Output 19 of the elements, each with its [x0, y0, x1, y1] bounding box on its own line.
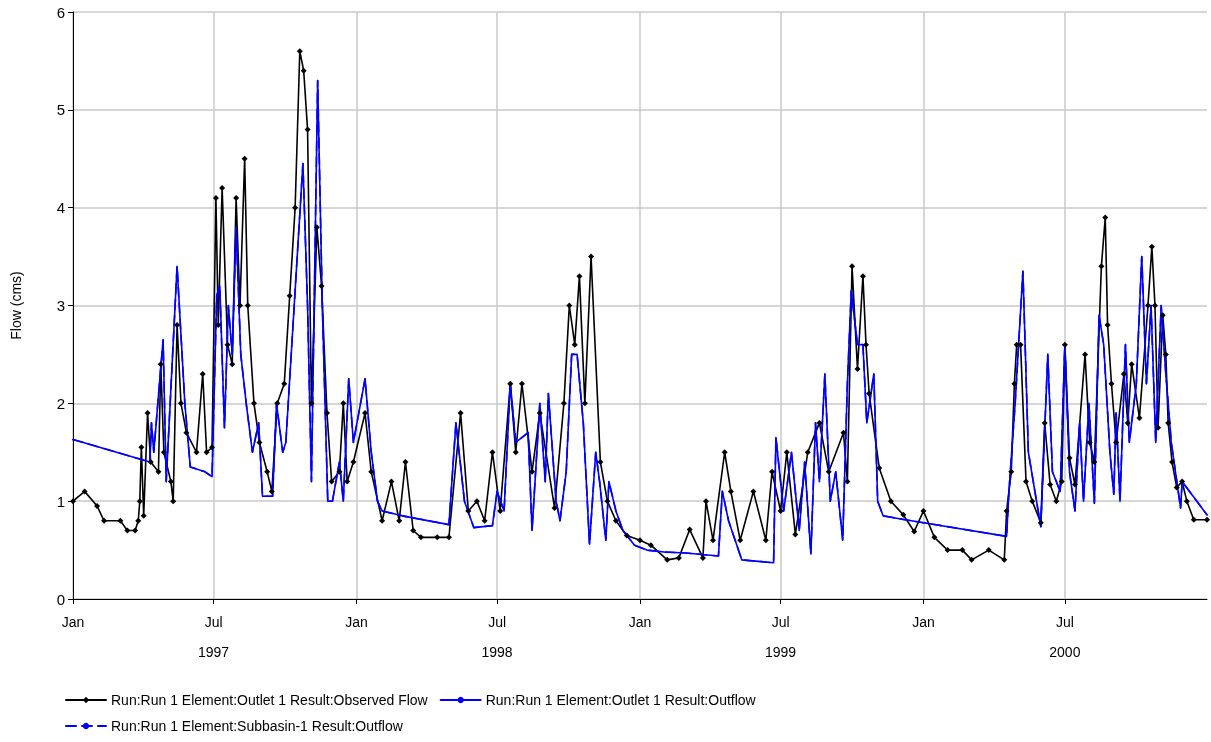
x-tick-label: Jul 1999 [765, 614, 797, 660]
x-tick-label: Jan [628, 614, 652, 630]
legend-label: Run:Run 1 Element:Subbasin-1 Result:Outflow [111, 718, 404, 734]
x-tick-label: Jan [61, 614, 85, 630]
legend-label: Run:Run 1 Element:Outlet 1 Result:Outflow [485, 692, 757, 708]
y-tick-label: 4 [56, 199, 65, 217]
legend-label: Run:Run 1 Element:Outlet 1 Result:Observed Flow [111, 692, 429, 708]
y-tick-label: 2 [56, 394, 65, 412]
y-tick-label: 0 [56, 590, 65, 608]
x-tick-label: Jul 1997 [198, 614, 230, 660]
y-tick-label: 6 [56, 3, 65, 21]
y-axis-title: Flow (cms) [8, 271, 24, 340]
x-tick-label: Jul 1998 [481, 614, 513, 660]
x-tick-label: Jan [912, 614, 935, 630]
x-tick-label: Jan [345, 614, 368, 630]
x-tick-label: Jul 2000 [1049, 614, 1081, 660]
y-tick-label: 3 [56, 297, 65, 314]
y-tick-label: 5 [56, 101, 65, 119]
y-tick-label: 1 [56, 492, 65, 510]
